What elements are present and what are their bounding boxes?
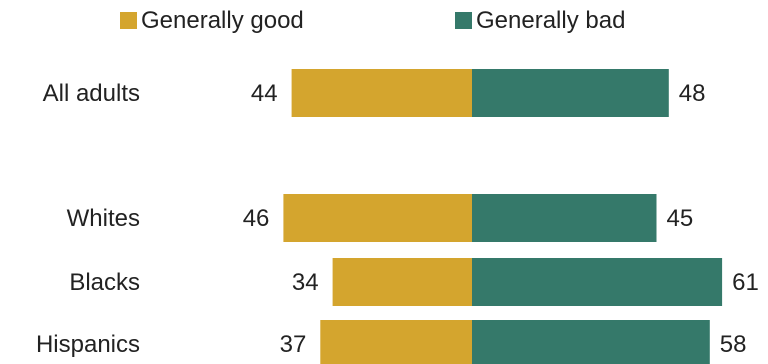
bar-bad-blacks: [472, 258, 723, 306]
value-label-bad-whites: 45: [667, 205, 694, 232]
value-label-good-hispanics: 37: [280, 331, 307, 358]
value-label-bad-hispanics: 58: [720, 331, 747, 358]
legend-label-bad: Generally bad: [476, 7, 625, 34]
category-label-blacks: Blacks: [69, 269, 140, 296]
bar-bad-whites: [472, 194, 657, 242]
category-label-whites: Whites: [67, 205, 140, 232]
category-label-all-adults: All adults: [43, 80, 140, 107]
bar-good-blacks: [332, 258, 472, 306]
value-label-good-whites: 46: [243, 205, 270, 232]
category-label-hispanics: Hispanics: [36, 331, 140, 358]
value-label-bad-all-adults: 48: [679, 80, 706, 107]
legend-swatch-bad: [455, 12, 472, 29]
legend-label-good: Generally good: [141, 7, 304, 34]
bar-bad-hispanics: [472, 320, 710, 364]
bar-rows: All adults 44 48 Whites 46 45 Blacks 34 61 Hispan…: [36, 69, 759, 364]
bar-good-all-adults: [291, 69, 472, 117]
value-label-good-blacks: 34: [292, 269, 319, 296]
value-label-bad-blacks: 61: [732, 269, 759, 296]
legend-swatch-good: [120, 12, 137, 29]
value-label-good-all-adults: 44: [251, 80, 278, 107]
bar-good-hispanics: [320, 320, 472, 364]
bar-good-whites: [283, 194, 472, 242]
bar-bad-all-adults: [472, 69, 669, 117]
legend: Generally good Generally bad: [120, 7, 625, 34]
